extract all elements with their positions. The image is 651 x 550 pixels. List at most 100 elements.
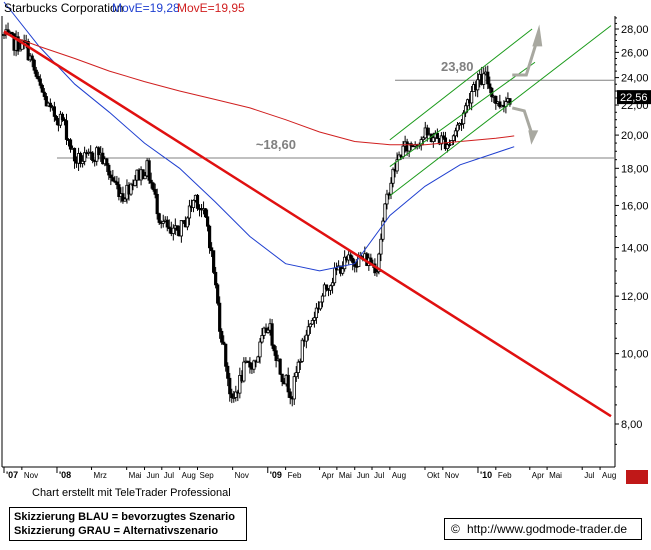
candle-body	[328, 285, 333, 291]
y-tick-label: 26,00	[621, 47, 649, 59]
candle-body	[26, 40, 30, 61]
candle-body	[16, 36, 20, 52]
candle-body	[375, 271, 379, 274]
chart-title: Starbucks Corporation	[4, 1, 124, 15]
y-tick-label: 18,00	[621, 163, 649, 175]
y-tick-label: 12,00	[621, 291, 649, 303]
candle-body	[109, 174, 113, 179]
candle-body	[167, 226, 171, 229]
candle-body	[153, 189, 157, 195]
candle-body	[488, 83, 492, 89]
candle-body	[260, 335, 264, 343]
candle-body	[18, 48, 22, 52]
channel-line	[389, 25, 612, 197]
chart-labels: 23,80 ~18,60 22,56	[256, 59, 651, 484]
candle-body	[143, 175, 147, 180]
candle-body	[383, 203, 387, 222]
candle-body	[220, 330, 224, 343]
candle-body	[64, 120, 69, 140]
candle-body	[266, 329, 270, 333]
x-tick-label: '08	[59, 470, 71, 480]
copyright-symbol: ©	[451, 522, 460, 536]
source-url-box[interactable]: © http://www.godmode-trader.de	[444, 518, 642, 540]
ma-short-line	[3, 1, 515, 272]
candle-body	[445, 144, 450, 150]
candle-body	[379, 238, 383, 255]
scenario-arrows	[511, 24, 543, 145]
last-price-label: 22,56	[620, 92, 648, 104]
candle-body	[242, 361, 246, 382]
candle-body	[425, 127, 429, 136]
candle-body	[147, 160, 151, 181]
candle-body	[246, 360, 250, 363]
candle-body	[191, 199, 196, 209]
up-arrow-path	[512, 42, 538, 77]
candle-body	[185, 217, 190, 228]
x-tick-label: Feb	[498, 471, 512, 480]
candle-body	[435, 132, 439, 139]
candle-body	[179, 220, 183, 237]
candle-body	[306, 326, 310, 336]
candle-body	[222, 341, 226, 345]
x-tick-label: Nov	[445, 471, 459, 480]
candle-body	[294, 372, 298, 378]
candle-body	[232, 397, 236, 399]
candle-body	[286, 374, 290, 393]
candle-body	[385, 193, 389, 205]
candle-body	[401, 145, 405, 158]
level-label: ~18,60	[256, 137, 296, 152]
candle-body	[343, 256, 347, 270]
scenario-legend: Skizzierung BLAU = bevorzugtes Szenario …	[9, 507, 247, 541]
x-tick-label: Mai	[339, 471, 352, 480]
x-tick-label: Mrz	[94, 471, 107, 480]
candle-body	[228, 377, 232, 395]
candle-body	[304, 334, 308, 342]
candle-body	[482, 73, 486, 85]
price-candles	[2, 22, 512, 407]
candle-body	[288, 391, 292, 399]
x-tick-label: Apr	[532, 471, 545, 480]
candle-body	[320, 295, 325, 303]
x-tick-label: Feb	[288, 471, 302, 480]
candle-body	[300, 339, 304, 362]
ma-short-label: MovE=19,28	[112, 1, 180, 15]
candle-body	[171, 227, 175, 234]
candle-body	[212, 250, 216, 273]
candle-body	[470, 91, 474, 104]
candle-body	[141, 169, 145, 180]
candle-body	[494, 95, 498, 104]
y-tick-label: 28,00	[621, 24, 649, 36]
candle-body	[83, 152, 87, 162]
candle-body	[68, 139, 73, 150]
x-tick-label: Jul	[584, 471, 594, 480]
candle-body	[451, 135, 456, 141]
candle-body	[330, 282, 335, 287]
y-tick-label: 20,00	[621, 130, 649, 142]
candle-body	[115, 181, 119, 186]
candle-body	[498, 101, 502, 108]
x-tick-label: Okt	[427, 471, 440, 480]
candle-body	[310, 319, 314, 325]
candle-body	[421, 137, 425, 140]
legend-blue-line: Skizzierung BLAU = bevorzugtes Szenario	[14, 511, 235, 523]
candle-body	[10, 31, 14, 35]
candle-body	[38, 78, 42, 86]
candle-body	[455, 124, 460, 132]
candle-body	[105, 158, 109, 166]
x-tick-label: '09	[270, 470, 282, 480]
candle-body	[129, 183, 133, 195]
candle-body	[308, 323, 312, 328]
x-tick-label: Mai	[129, 471, 142, 480]
candle-body	[207, 225, 212, 249]
candle-body	[34, 69, 38, 77]
candle-body	[391, 168, 395, 184]
trendlines	[3, 25, 612, 418]
candle-body	[463, 105, 468, 114]
candle-body	[381, 220, 385, 240]
candle-body	[161, 221, 165, 224]
x-tick-label: Nov	[235, 471, 249, 480]
source-url-link[interactable]: http://www.godmode-trader.de	[467, 522, 628, 536]
down-arrow-path	[511, 106, 534, 136]
candle-body	[486, 71, 490, 85]
candle-body	[389, 182, 393, 195]
